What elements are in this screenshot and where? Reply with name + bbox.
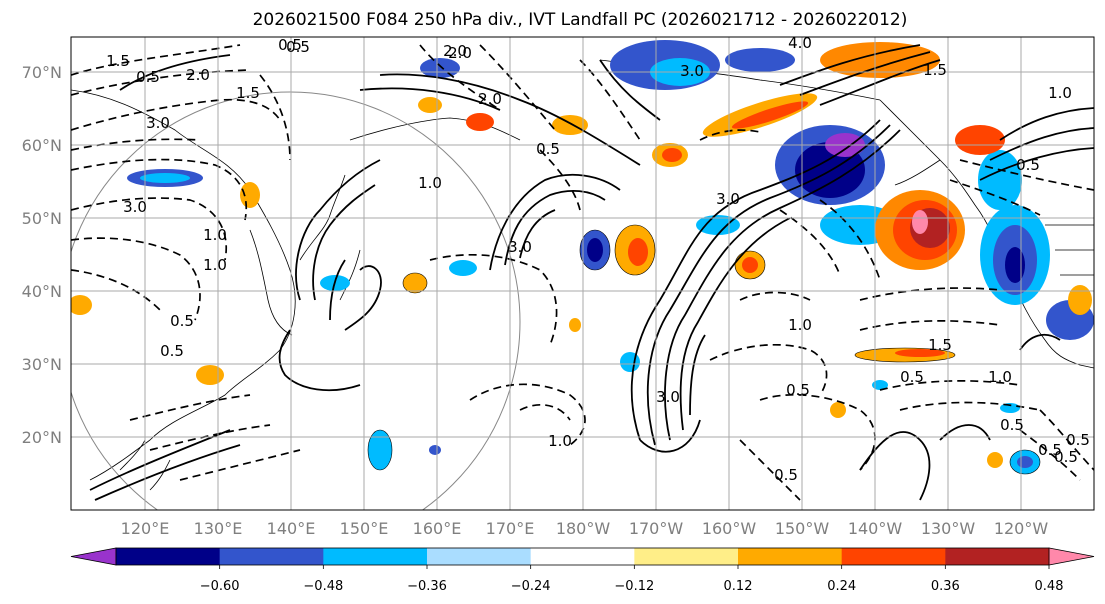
- map-panel: 1.50.5 2.01.50.50.5 2.02.03.04.03.03.01.01…: [71, 34, 1094, 510]
- colorbar-segment: [116, 548, 221, 565]
- contour-label: 1.0: [203, 256, 227, 274]
- lat-label: 40°N: [22, 282, 62, 301]
- contour-label: 0.5: [278, 36, 302, 54]
- ivt-solid-contours: [89, 44, 1094, 501]
- longitude-labels: 120°E 130°E 140°E 150°E 160°E 170°E 180°W 170°W…: [121, 519, 1049, 538]
- contour-label: 0.5: [1054, 448, 1078, 466]
- contour-label: 0.5: [774, 466, 798, 484]
- contour-label: 3.0: [123, 198, 147, 216]
- colorbar-segment: [323, 548, 428, 565]
- contour-label: 1.5: [923, 61, 947, 79]
- contour-label: 1.5: [928, 336, 952, 354]
- colorbar-tick-label: −0.12: [614, 579, 654, 594]
- lat-label: 70°N: [22, 63, 62, 82]
- colorbar-tick-label: 0.12: [724, 579, 753, 594]
- contour-label: 3.0: [508, 238, 532, 256]
- contour-label: 3.0: [656, 388, 680, 406]
- lon-label: 130°E: [194, 519, 243, 538]
- lon-label: 140°E: [267, 519, 316, 538]
- lat-label: 60°N: [22, 136, 62, 155]
- contour-label: 0.5: [170, 312, 194, 330]
- lat-label: 30°N: [22, 355, 62, 374]
- contour-label: 0.5: [536, 140, 560, 158]
- contour-label: 3.0: [716, 190, 740, 208]
- colorbar-tick-label: −0.24: [511, 579, 551, 594]
- ivt-dashed-contours: [71, 44, 1094, 501]
- contour-label: 2.0: [478, 90, 502, 108]
- contour-label: 0.5: [786, 381, 810, 399]
- contour-label: 2.0: [186, 66, 210, 84]
- contour-label: 0.5: [160, 342, 184, 360]
- colorbar-segment: [841, 548, 946, 565]
- contour-label: 0.5: [900, 368, 924, 386]
- colorbar-frame: [115, 547, 1050, 566]
- lat-label: 50°N: [22, 209, 62, 228]
- contour-label: 1.0: [788, 316, 812, 334]
- contour-label: 0.5: [1016, 156, 1040, 174]
- contour-label: 1.0: [988, 368, 1012, 386]
- colorbar: −0.60 −0.48 −0.36 −0.24 −0.12 0.12 0.24 0.36 0.4…: [70, 547, 1095, 594]
- divergence-outlines: [367, 224, 1041, 475]
- colorbar-segment: [219, 548, 324, 565]
- contour-label: 1.0: [548, 432, 572, 450]
- colorbar-segment: [945, 548, 1050, 565]
- contour-label: 3.0: [146, 114, 170, 132]
- contour-label: 4.0: [788, 34, 812, 52]
- map-title: 2026021500 F084 250 hPa div., IVT Landfa…: [252, 10, 908, 30]
- lon-label: 170°W: [629, 519, 684, 538]
- contour-label: 0.5: [286, 38, 310, 56]
- lon-label: 150°E: [340, 519, 389, 538]
- contour-label: 1.0: [418, 174, 442, 192]
- colorbar-extend-left: [70, 547, 117, 566]
- lon-label: 160°E: [413, 519, 462, 538]
- colorbar-tick-label: 0.48: [1035, 579, 1064, 594]
- lon-label: 150°W: [775, 519, 830, 538]
- colorbar-tick-label: 0.24: [827, 579, 856, 594]
- contour-label: 2.0: [443, 42, 467, 60]
- colorbar-segment: [738, 548, 843, 565]
- lon-label: 170°E: [486, 519, 535, 538]
- colorbar-tick-label: −0.36: [407, 579, 447, 594]
- colorbar-tick-label: −0.48: [303, 579, 343, 594]
- lon-label: 160°W: [702, 519, 757, 538]
- colorbar-segment: [530, 548, 635, 565]
- contour-label: 0.5: [1066, 431, 1090, 449]
- contour-label: 2.0: [448, 44, 472, 62]
- lon-label: 180°W: [556, 519, 611, 538]
- lon-label: 140°W: [848, 519, 903, 538]
- contour-label: 1.0: [1048, 84, 1072, 102]
- colorbar-tick-label: −0.60: [200, 579, 240, 594]
- contour-label: 1.5: [106, 52, 130, 70]
- contour-label: 0.5: [1038, 441, 1062, 459]
- contour-label: 1.0: [203, 226, 227, 244]
- map-frame: [70, 36, 1095, 511]
- contour-label: 1.5: [236, 84, 260, 102]
- lon-label: 120°E: [121, 519, 170, 538]
- colorbar-segment: [634, 548, 739, 565]
- contour-label: 3.0: [680, 62, 704, 80]
- lat-label: 20°N: [22, 428, 62, 447]
- lon-label: 130°W: [921, 519, 976, 538]
- contour-labels: 1.50.5 2.01.50.50.5 2.02.03.04.03.03.01.01…: [106, 34, 1090, 484]
- lon-label: 120°W: [994, 519, 1049, 538]
- latitude-labels: 70°N 60°N 50°N 40°N 30°N 20°N: [22, 63, 62, 447]
- colorbar-extend-right: [1048, 547, 1095, 566]
- colorbar-segment: [427, 548, 532, 565]
- contour-label: 0.5: [1000, 416, 1024, 434]
- colorbar-tick-label: 0.36: [931, 579, 960, 594]
- contour-label: 0.5: [136, 68, 160, 86]
- graticule: [71, 37, 1094, 510]
